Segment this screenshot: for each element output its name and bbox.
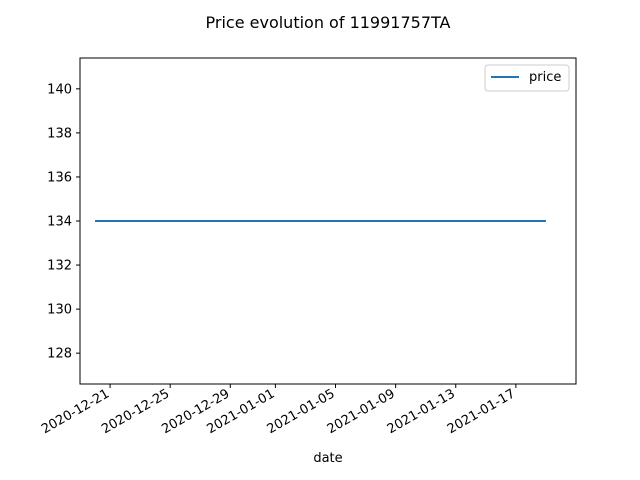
- chart-title: Price evolution of 11991757TA: [206, 13, 451, 32]
- y-tick-label: 134: [47, 215, 72, 230]
- y-axis: 128 130 132 134 136 138 140: [47, 82, 80, 362]
- y-tick-label: 136: [47, 170, 72, 185]
- y-tick-label: 128: [47, 347, 72, 362]
- legend: price: [484, 64, 570, 92]
- plot-frame: [79, 57, 577, 385]
- y-tick-label: 138: [47, 126, 72, 141]
- y-tick-label: 132: [47, 259, 72, 274]
- y-tick-label: 140: [47, 82, 72, 97]
- legend-box: [484, 64, 570, 92]
- x-axis-label: date: [313, 451, 342, 466]
- y-tick-label: 130: [47, 303, 72, 318]
- legend-label-price: price: [529, 70, 561, 85]
